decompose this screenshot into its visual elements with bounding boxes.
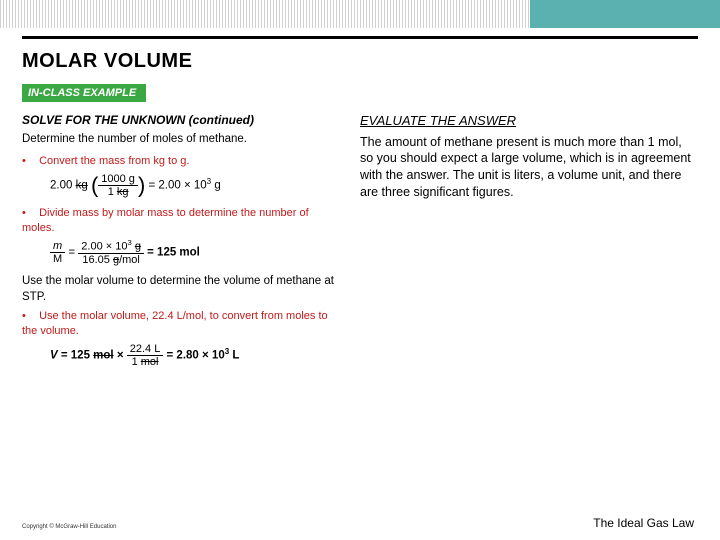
slide-content: MOLAR VOLUME IN-CLASS EXAMPLE SOLVE FOR … (22, 50, 698, 512)
step-3: • Use the molar volume, 22.4 L/mol, to c… (22, 309, 342, 339)
bullet-icon: • (22, 206, 36, 221)
header-underline (22, 36, 698, 39)
step-2: • Divide mass by molar mass to determine… (22, 206, 342, 236)
f3-times: × (114, 350, 127, 362)
header-border (0, 0, 720, 28)
f2-rhs-frac: 2.00 × 103 g 16.05 g/mol (78, 239, 144, 266)
step-1: • Convert the mass from kg to g. (22, 154, 342, 169)
f3-v: V (50, 350, 58, 362)
f2-lhs-num: m (50, 240, 65, 253)
f3-fraction: 22.4 L 1 mol (127, 343, 164, 368)
solve-heading: SOLVE FOR THE UNKNOWN (continued) (22, 112, 342, 128)
f1-num: 1000 g (98, 173, 138, 186)
formula-2: m M = 2.00 × 103 g 16.05 g/mol = 125 mol (50, 239, 342, 266)
bullet-icon: • (22, 309, 36, 324)
chapter-title: The Ideal Gas Law (593, 516, 694, 530)
f2-result: = 125 mol (147, 247, 200, 259)
step-1-text: Convert the mass from kg to g. (39, 155, 189, 167)
bullet-icon: • (22, 154, 36, 169)
f1-fraction: 1000 g 1 kg (98, 173, 138, 198)
f1-value: 2.00 (50, 179, 72, 191)
f2-rhs-num: 2.00 × 103 g (78, 239, 144, 254)
f2-rhs-den: 16.05 g/mol (78, 254, 144, 266)
step-3-text: Use the molar volume, 22.4 L/mol, to con… (22, 310, 328, 337)
f3-mol-strike: mol (93, 350, 113, 362)
copyright-text: Copyright © McGraw-Hill Education (22, 524, 116, 530)
page-title: MOLAR VOLUME (22, 50, 698, 73)
f3-num: 22.4 L (127, 343, 164, 356)
header-stripes (0, 0, 530, 28)
right-column: EVALUATE THE ANSWER The amount of methan… (360, 112, 698, 376)
f1-den: 1 kg (98, 186, 138, 198)
f2-lhs-den: M (50, 253, 65, 265)
use-molar-volume-text: Use the molar volume to determine the vo… (22, 274, 342, 305)
evaluate-body: The amount of methane present is much mo… (360, 134, 698, 202)
f3-unit: L (229, 350, 239, 362)
paren-open-icon: ( (91, 172, 98, 197)
determine-text: Determine the number of moles of methane… (22, 132, 342, 148)
evaluate-heading: EVALUATE THE ANSWER (360, 112, 698, 130)
f3-rhs: = 2.80 × 10 (163, 350, 224, 362)
example-badge: IN-CLASS EXAMPLE (22, 84, 146, 102)
header-teal-block (530, 0, 720, 28)
f3-eq: = 125 (58, 350, 94, 362)
f1-kg-strike: kg (76, 179, 88, 191)
f2-lhs: m M (50, 240, 65, 265)
left-column: SOLVE FOR THE UNKNOWN (continued) Determ… (22, 112, 342, 376)
step-2-text: Divide mass by molar mass to determine t… (22, 207, 309, 234)
formula-1: 2.00 kg ( 1000 g 1 kg ) = 2.00 × 103 g (50, 173, 342, 198)
f1-unit: g (211, 179, 221, 191)
formula-3: V = 125 mol × 22.4 L 1 mol = 2.80 × 103 … (50, 343, 342, 368)
paren-close-icon: ) (138, 172, 145, 197)
f3-den: 1 mol (127, 356, 164, 368)
two-column-layout: SOLVE FOR THE UNKNOWN (continued) Determ… (22, 112, 698, 376)
f1-rhs: = 2.00 × 10 (148, 179, 206, 191)
